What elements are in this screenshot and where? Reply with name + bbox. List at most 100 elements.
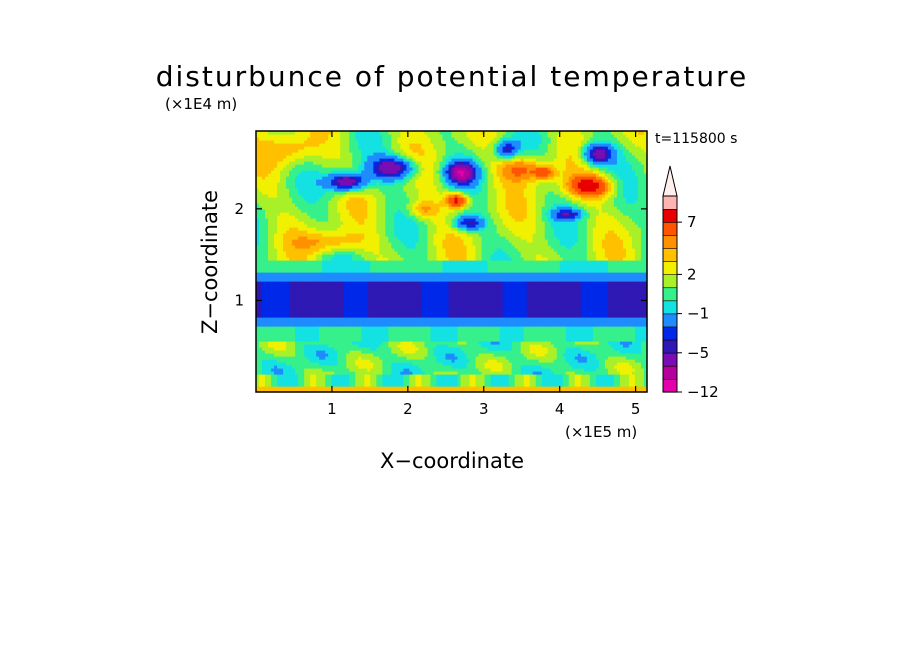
contour-cell — [316, 386, 320, 390]
contour-cell — [424, 323, 429, 327]
contour-cell — [595, 341, 600, 345]
contour-cell — [295, 338, 299, 342]
contour-cell — [556, 305, 561, 309]
contour-cell — [622, 359, 627, 363]
contour-cell — [385, 374, 389, 378]
contour-cell — [628, 329, 633, 333]
contour-cell — [358, 371, 362, 375]
contour-cell — [526, 305, 531, 309]
contour-cell — [292, 332, 296, 336]
contour-cell — [451, 281, 456, 285]
contour-cell — [571, 332, 576, 336]
contour-cell — [595, 386, 600, 390]
contour-cell — [307, 296, 311, 300]
contour-cell — [595, 380, 600, 384]
contour-cell — [268, 326, 272, 330]
contour-cell — [607, 368, 612, 372]
contour-cell — [403, 371, 407, 375]
contour-cell — [460, 284, 465, 288]
contour-cell — [277, 302, 281, 306]
contour-cell — [571, 281, 576, 285]
contour-cell — [421, 320, 426, 324]
contour-cell — [367, 350, 371, 354]
contour-cell — [445, 356, 450, 360]
contour-cell — [607, 383, 612, 387]
contour-cell — [310, 377, 314, 381]
contour-cell — [520, 323, 525, 327]
contour-cell — [571, 371, 576, 375]
contour-cell — [640, 314, 645, 318]
contour-cell — [319, 287, 323, 291]
contour-cell — [271, 335, 275, 339]
contour-cell — [418, 326, 423, 330]
contour-cell — [301, 302, 305, 306]
contour-cell — [469, 374, 474, 378]
contour-cell — [637, 368, 642, 372]
contour-cell — [592, 371, 597, 375]
contour-cell — [445, 350, 450, 354]
contour-cell — [286, 275, 290, 279]
contour-cell — [490, 347, 495, 351]
contour-cell — [637, 299, 642, 303]
contour-cell — [349, 326, 353, 330]
contour-cell — [523, 341, 528, 345]
contour-cell — [301, 305, 305, 309]
contour-cell — [268, 356, 272, 360]
contour-cell — [292, 329, 296, 333]
contour-cell — [544, 326, 549, 330]
contour-cell — [523, 311, 528, 315]
contour-cell — [598, 383, 603, 387]
contour-cell — [508, 365, 513, 369]
contour-cell — [295, 383, 299, 387]
contour-cell — [448, 341, 453, 345]
contour-cell — [415, 293, 420, 297]
contour-cell — [592, 305, 597, 309]
contour-cell — [472, 380, 477, 384]
contour-cell — [412, 335, 417, 339]
contour-cell — [349, 335, 353, 339]
contour-cell — [595, 344, 600, 348]
contour-cell — [439, 290, 444, 294]
contour-cell — [361, 347, 365, 351]
contour-cell — [598, 299, 603, 303]
contour-cell — [415, 377, 420, 381]
contour-cell — [472, 359, 477, 363]
contour-cell — [259, 356, 263, 360]
contour-cell — [577, 362, 582, 366]
contour-cell — [604, 308, 609, 312]
contour-cell — [598, 293, 603, 297]
contour-cell — [538, 350, 543, 354]
contour-cell — [454, 296, 459, 300]
contour-cell — [265, 386, 269, 390]
contour-cell — [379, 338, 383, 342]
contour-cell — [274, 278, 278, 282]
contour-cell — [619, 302, 624, 306]
contour-cell — [307, 365, 311, 369]
contour-cell — [412, 347, 417, 351]
contour-cell — [316, 362, 320, 366]
contour-cell — [574, 335, 579, 339]
contour-cell — [346, 320, 350, 324]
contour-cell — [256, 320, 260, 324]
contour-cell — [586, 386, 591, 390]
contour-cell — [310, 359, 314, 363]
contour-cell — [421, 314, 426, 318]
contour-cell — [544, 323, 549, 327]
contour-cell — [415, 344, 420, 348]
contour-cell — [274, 284, 278, 288]
contour-cell — [262, 344, 266, 348]
contour-cell — [307, 275, 311, 279]
contour-cell — [541, 341, 546, 345]
contour-cell — [349, 281, 353, 285]
contour-cell — [487, 338, 492, 342]
contour-cell — [397, 320, 401, 324]
contour-cell — [517, 293, 522, 297]
contour-cell — [271, 350, 275, 354]
contour-cell — [424, 380, 429, 384]
contour-cell — [613, 371, 618, 375]
contour-cell — [496, 347, 501, 351]
contour-cell — [385, 299, 389, 303]
contour-cell — [301, 347, 305, 351]
contour-cell — [367, 335, 371, 339]
contour-cell — [430, 311, 435, 315]
